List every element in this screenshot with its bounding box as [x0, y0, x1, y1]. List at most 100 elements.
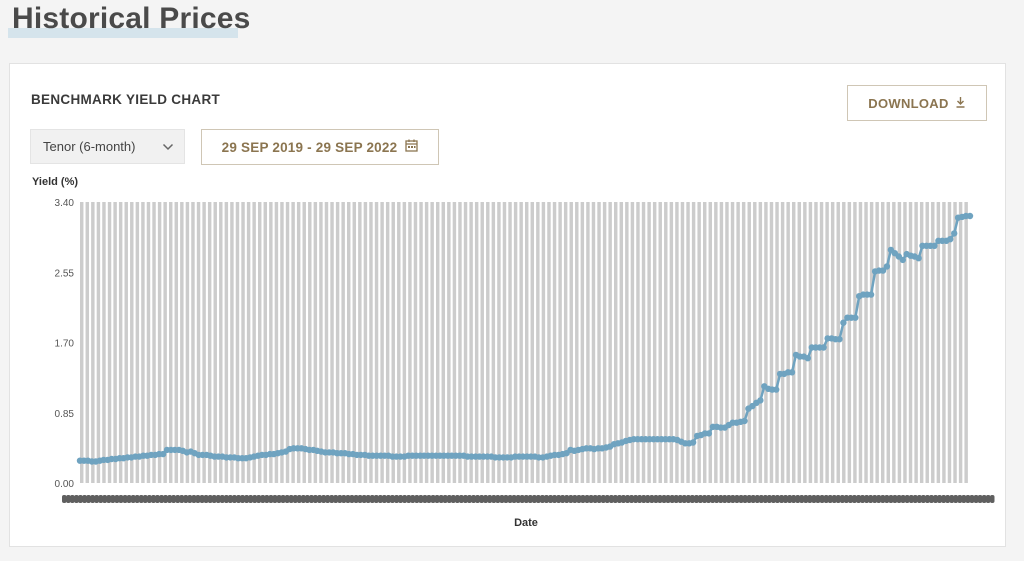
x-tick-mark — [256, 495, 261, 503]
x-tick-mark — [868, 495, 873, 503]
grid-band — [285, 202, 290, 483]
x-tick-mark — [507, 495, 513, 503]
grid-band — [875, 202, 879, 483]
grid-band — [280, 202, 284, 483]
x-tick-mark — [990, 495, 995, 503]
grid-band — [202, 202, 206, 483]
grid-band — [296, 202, 301, 483]
x-tick-mark — [410, 495, 415, 503]
grid-band — [458, 202, 462, 483]
grid-band — [730, 202, 735, 483]
grid-band — [641, 202, 646, 483]
x-tick-mark — [665, 495, 671, 503]
grid-band — [96, 202, 101, 483]
x-tick-mark — [961, 495, 967, 503]
y-tick-label: 0.85 — [55, 409, 75, 420]
data-point — [757, 397, 764, 404]
x-tick-mark — [718, 495, 723, 503]
grid-band — [792, 202, 796, 483]
grid-band — [363, 202, 368, 483]
grid-band — [163, 202, 167, 483]
x-tick-mark — [430, 495, 436, 503]
x-tick-mark — [94, 495, 99, 503]
grid-band — [547, 202, 551, 483]
x-tick-mark — [475, 495, 480, 503]
grid-band — [541, 202, 546, 483]
x-tick-mark — [750, 495, 756, 503]
x-tick-mark — [114, 495, 120, 503]
x-tick-mark — [686, 495, 691, 503]
x-tick-mark — [528, 495, 533, 503]
chevron-down-icon — [162, 139, 174, 154]
x-tick-mark — [479, 495, 484, 503]
grid-band — [914, 202, 918, 483]
x-tick-mark — [414, 495, 420, 503]
date-range-button[interactable]: 29 SEP 2019 - 29 SEP 2022 — [201, 129, 439, 165]
grid-band — [842, 202, 846, 483]
x-tick-mark — [941, 495, 946, 503]
x-tick-mark — [823, 495, 829, 503]
x-tick-mark — [909, 495, 914, 503]
grid-band — [258, 202, 262, 483]
grid-band — [319, 202, 323, 483]
x-tick-mark — [491, 495, 497, 503]
grid-band — [480, 202, 484, 483]
grid-band — [313, 202, 318, 483]
download-button[interactable]: DOWNLOAD — [847, 85, 987, 121]
grid-band — [725, 202, 729, 483]
x-tick-mark — [609, 495, 614, 503]
grid-band — [675, 202, 679, 483]
x-tick-mark — [641, 495, 646, 503]
x-tick-mark — [264, 495, 270, 503]
grid-band — [636, 202, 640, 483]
x-tick-mark — [337, 495, 343, 503]
grid-band — [597, 202, 601, 483]
x-tick-mark — [78, 495, 83, 503]
x-tick-mark — [876, 495, 881, 503]
grid-band — [180, 202, 184, 483]
grid-band — [836, 202, 840, 483]
x-tick-mark — [236, 495, 241, 503]
x-tick-mark — [487, 495, 492, 503]
grid-band — [502, 202, 507, 483]
x-tick-mark — [933, 495, 938, 503]
x-tick-mark — [544, 495, 549, 503]
y-tick-label: 3.40 — [55, 198, 75, 209]
grid-band — [196, 202, 201, 483]
x-tick-mark — [836, 495, 841, 503]
x-tick-mark — [771, 495, 776, 503]
x-tick-mark — [532, 495, 537, 503]
x-tick-mark — [913, 495, 918, 503]
x-tick-mark — [293, 495, 298, 503]
grid-band — [858, 202, 863, 483]
x-tick-mark — [661, 495, 667, 503]
grid-band — [664, 202, 668, 483]
x-tick-mark — [163, 495, 168, 503]
grid-band — [530, 202, 535, 483]
x-tick-mark — [321, 495, 326, 503]
tenor-select[interactable]: Tenor (6-month) — [30, 129, 185, 164]
x-tick-mark — [305, 495, 310, 503]
grid-band — [124, 202, 128, 483]
grid-band — [157, 202, 162, 483]
grid-band — [558, 202, 562, 483]
x-tick-mark — [224, 495, 229, 503]
grid-band — [497, 202, 501, 483]
x-tick-mark — [799, 495, 804, 503]
x-tick-mark — [122, 495, 128, 503]
grid-band — [91, 202, 95, 483]
data-point — [883, 263, 891, 270]
x-tick-mark — [560, 495, 565, 503]
grid-band — [380, 202, 384, 483]
x-tick-mark — [726, 495, 732, 503]
grid-band — [819, 202, 824, 483]
data-point — [966, 212, 974, 220]
data-point — [840, 319, 847, 326]
grid-band — [213, 202, 217, 483]
data-point — [836, 336, 843, 343]
x-tick-mark — [657, 495, 663, 503]
x-tick-mark — [637, 495, 642, 503]
grid-band — [146, 202, 151, 483]
grid-band — [552, 202, 557, 483]
